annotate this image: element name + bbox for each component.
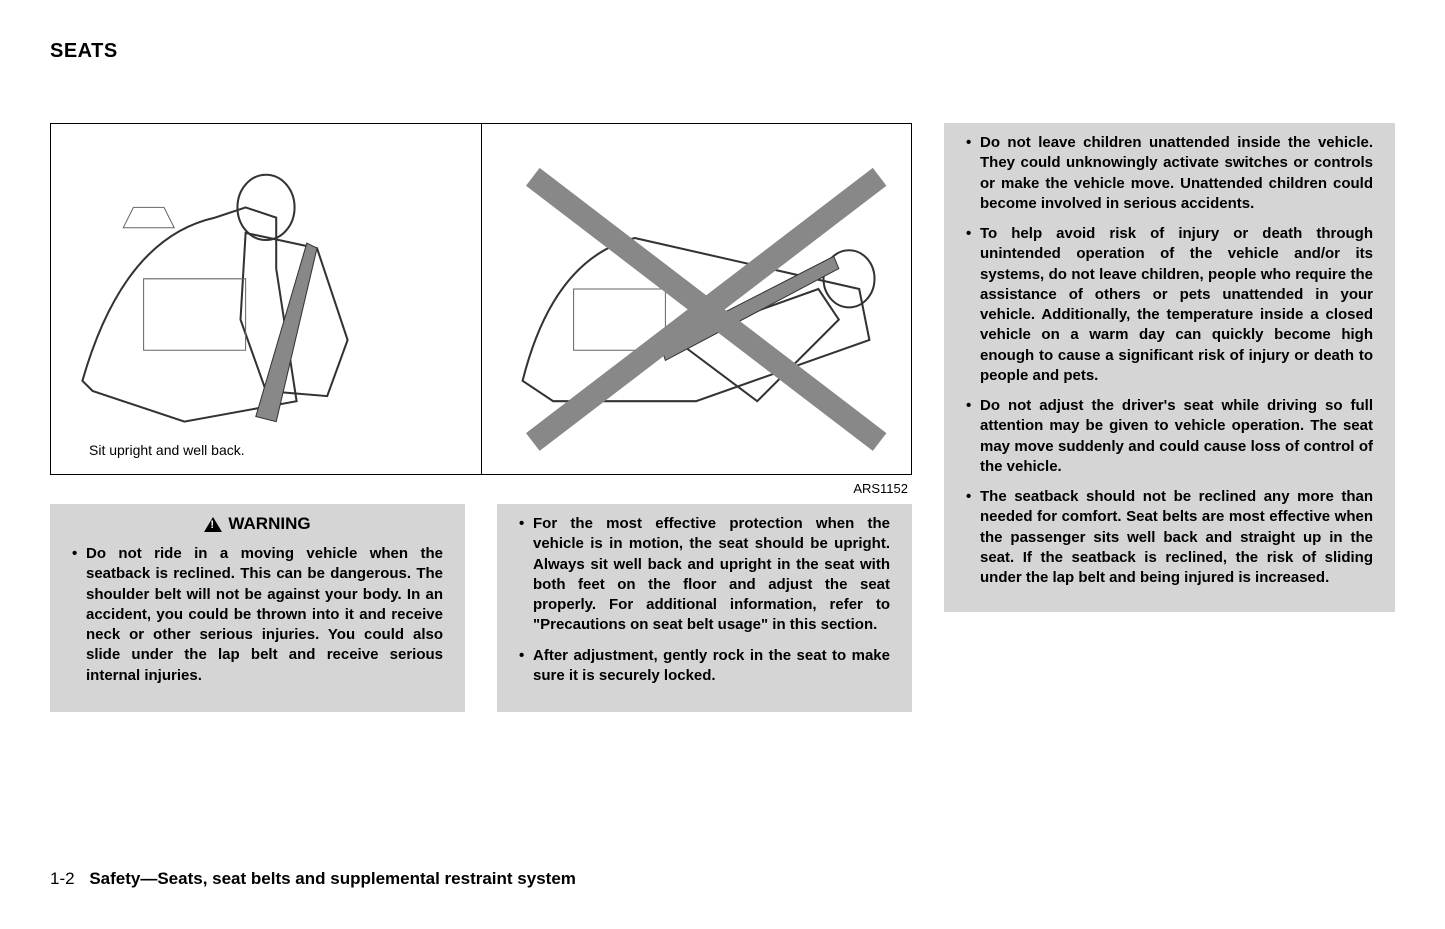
warning-item: The seatback should not be reclined any …	[966, 487, 1373, 588]
warning-box-col2: For the most effective protection when t…	[497, 504, 912, 712]
seat-reclined-illustration	[492, 136, 900, 462]
page-number: 1-2	[50, 869, 75, 888]
warning-list-3: Do not leave children unattended inside …	[966, 133, 1373, 588]
illustration-correct-panel: Sit upright and well back.	[51, 124, 482, 474]
warning-item: For the most effective protection when t…	[519, 514, 890, 636]
warning-header: WARNING	[72, 514, 443, 534]
warning-item: To help avoid risk of injury or death th…	[966, 224, 1373, 386]
content-columns: Sit upright and well back. ARS1152	[50, 123, 1395, 712]
right-column: Do not leave children unattended inside …	[944, 123, 1395, 712]
warning-item: Do not ride in a moving vehicle when the…	[72, 544, 443, 686]
warning-list-2: For the most effective protection when t…	[519, 514, 890, 686]
illustration-box: Sit upright and well back.	[50, 123, 912, 475]
warning-item: Do not adjust the driver's seat while dr…	[966, 396, 1373, 477]
illustration-incorrect-panel	[482, 124, 912, 474]
warning-box-col1: WARNING Do not ride in a moving vehicle …	[50, 504, 465, 712]
warning-label: WARNING	[228, 514, 310, 534]
left-block: Sit upright and well back. ARS1152	[50, 123, 912, 712]
page-footer: 1-2 Safety—Seats, seat belts and supplem…	[50, 869, 576, 889]
illustration-code: ARS1152	[50, 481, 912, 496]
seat-upright-illustration	[62, 136, 470, 462]
warning-triangle-icon	[204, 517, 222, 532]
warning-list-1: Do not ride in a moving vehicle when the…	[72, 544, 443, 686]
warning-item: Do not leave children unattended inside …	[966, 133, 1373, 214]
manual-page: SEATS Sit upright and well back.	[0, 0, 1445, 712]
warning-item: After adjustment, gently rock in the sea…	[519, 646, 890, 687]
lower-two-cols: WARNING Do not ride in a moving vehicle …	[50, 504, 912, 712]
warning-box-col3: Do not leave children unattended inside …	[944, 123, 1395, 612]
illustration-caption: Sit upright and well back.	[89, 442, 245, 458]
section-heading: SEATS	[50, 40, 1395, 63]
chapter-title: Safety—Seats, seat belts and supplementa…	[89, 869, 576, 888]
